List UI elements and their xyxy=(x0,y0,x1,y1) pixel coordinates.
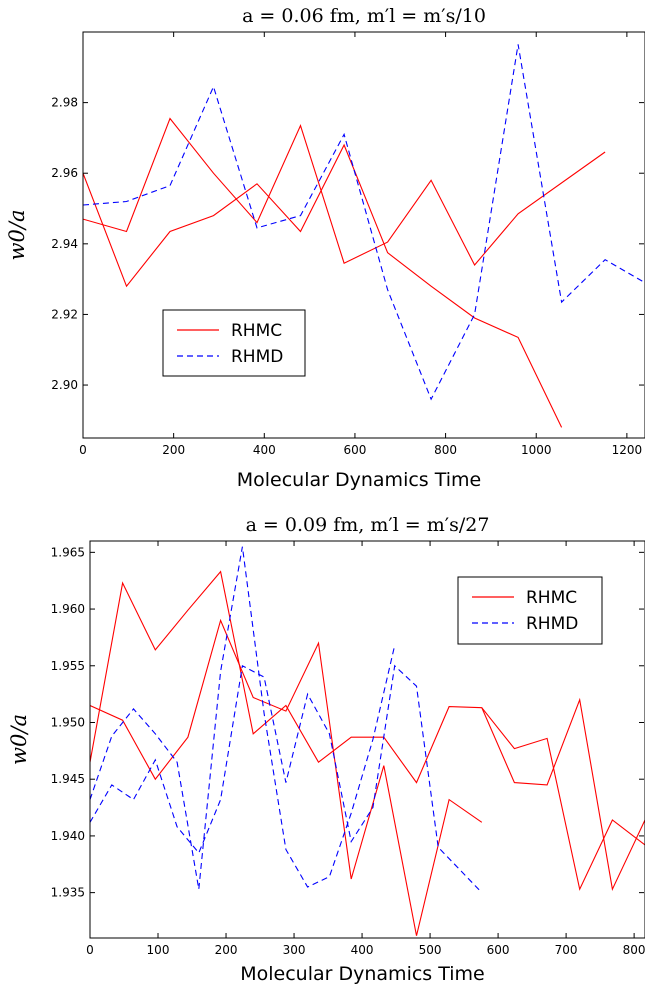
y-axis-label: w0/a xyxy=(5,210,29,261)
legend-box xyxy=(162,309,306,377)
x-tick-label: 200 xyxy=(215,943,238,957)
series-line-rhmc-1 xyxy=(90,618,483,936)
legend-label-rhmd: RHMD xyxy=(231,347,283,367)
y-tick-label: 1.940 xyxy=(51,829,85,843)
x-tick-label: 0 xyxy=(79,443,87,457)
x-tick-label: 1200 xyxy=(612,443,643,457)
legend-label-rhmc: RHMC xyxy=(231,321,282,341)
series-line-rhmc-3 xyxy=(481,707,645,891)
legend-label-rhmd: RHMD xyxy=(526,614,578,634)
y-tick-label: 1.960 xyxy=(51,602,85,616)
y-tick-label: 2.94 xyxy=(51,237,78,251)
series-line-rhmd-5 xyxy=(90,546,396,890)
x-axis-label: Molecular Dynamics Time xyxy=(240,963,484,985)
y-tick-label: 1.965 xyxy=(51,545,85,559)
plot-frame xyxy=(89,540,645,939)
x-tick-label: 700 xyxy=(555,943,578,957)
x-tick-label: 800 xyxy=(434,443,457,457)
x-tick-label: 200 xyxy=(162,443,185,457)
y-tick-label: 1.955 xyxy=(51,659,85,673)
x-tick-label: 400 xyxy=(253,443,276,457)
legend: RHMC RHMD xyxy=(457,576,603,645)
series-line-rhmc-2 xyxy=(83,117,606,266)
plot-frame xyxy=(82,31,645,439)
chart-2: 0 100 200 300 400 500 600 700 800 1.935 1.940 1.945… xyxy=(7,514,645,985)
series-line-rhmd-3 xyxy=(83,44,645,401)
chart-title: a = 0.06 fm, m′l = m′s/10 xyxy=(242,5,486,27)
x-axis-label: Molecular Dynamics Time xyxy=(237,469,481,491)
x-tick-label: 400 xyxy=(351,943,374,957)
x-tick-label: 600 xyxy=(487,943,510,957)
x-tick-label: 1000 xyxy=(521,443,552,457)
series-group xyxy=(83,44,645,428)
y-tick-label: 1.935 xyxy=(51,886,85,900)
y-tick-label: 2.92 xyxy=(51,307,78,321)
y-tick-label: 2.96 xyxy=(51,166,78,180)
y-axis-label: w0/a xyxy=(7,714,31,765)
x-tick-label: 100 xyxy=(147,943,170,957)
y-tick-label: 1.945 xyxy=(51,772,85,786)
series-group xyxy=(90,546,645,936)
chart-1: 0 200 400 600 800 1000 1200 2.90 2.92 2.94 2.96 2.9… xyxy=(5,5,645,491)
y-tick-label: 2.90 xyxy=(51,378,78,392)
chart-title: a = 0.09 fm, m′l = m′s/27 xyxy=(246,514,490,536)
x-tick-label: 500 xyxy=(419,943,442,957)
legend-box xyxy=(457,576,603,645)
series-line-rhmc-2 xyxy=(90,570,645,892)
x-tick-label: 600 xyxy=(343,443,366,457)
legend-label-rhmc: RHMC xyxy=(526,588,577,608)
legend: RHMC RHMD xyxy=(162,309,306,377)
series-line-rhmd-4 xyxy=(90,664,483,893)
x-tick-label: 0 xyxy=(86,943,94,957)
x-tick-label: 300 xyxy=(283,943,306,957)
y-tick-label: 2.98 xyxy=(51,96,78,110)
y-tick-label: 1.950 xyxy=(51,715,85,729)
series-line-rhmc-1 xyxy=(83,143,563,428)
x-tick-label: 800 xyxy=(623,943,645,957)
